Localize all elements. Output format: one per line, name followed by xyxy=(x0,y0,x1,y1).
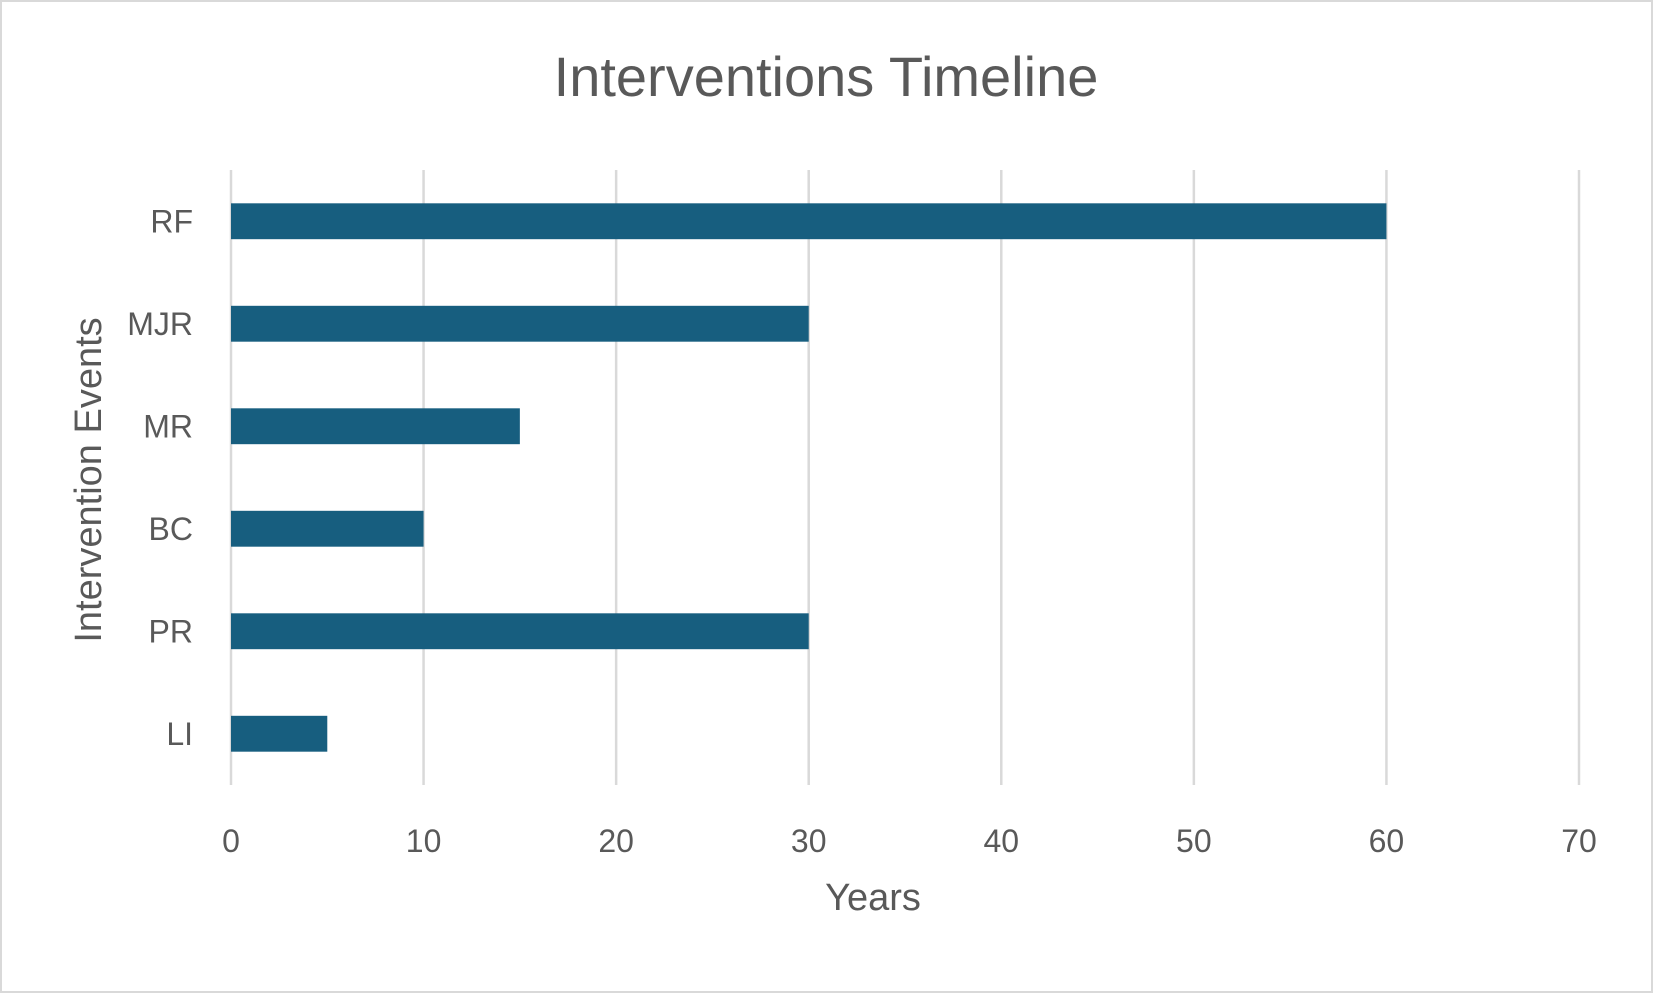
bar-bc xyxy=(231,510,424,547)
gridlines xyxy=(229,170,1581,785)
y-axis-title: Intervention Events xyxy=(68,317,110,642)
x-tick-label: 10 xyxy=(406,823,442,859)
x-axis-title: Years xyxy=(825,877,921,919)
bar-li xyxy=(231,715,328,752)
x-axis-ticks: 0 10 20 30 40 50 60 70 xyxy=(222,823,1597,859)
y-tick-label: BC xyxy=(149,511,193,547)
y-tick-label: PR xyxy=(149,613,193,649)
x-tick-label: 20 xyxy=(598,823,634,859)
x-tick-label: 40 xyxy=(983,823,1019,859)
bar-pr xyxy=(231,613,809,650)
x-tick-label: 50 xyxy=(1176,823,1212,859)
bar-mjr xyxy=(231,305,809,342)
x-tick-label: 30 xyxy=(791,823,827,859)
y-tick-label: RF xyxy=(150,203,193,239)
x-tick-label: 60 xyxy=(1369,823,1405,859)
y-axis-ticks: RF MJR MR BC PR LI xyxy=(127,203,193,752)
bars xyxy=(231,203,1387,752)
x-tick-label: 0 xyxy=(222,823,240,859)
bar-rf xyxy=(231,203,1387,240)
chart-title: Interventions Timeline xyxy=(554,45,1099,108)
y-tick-label: LI xyxy=(166,716,193,752)
x-tick-label: 70 xyxy=(1561,823,1597,859)
y-tick-label: MR xyxy=(143,408,193,444)
y-tick-label: MJR xyxy=(127,306,193,342)
bar-mr xyxy=(231,408,520,445)
